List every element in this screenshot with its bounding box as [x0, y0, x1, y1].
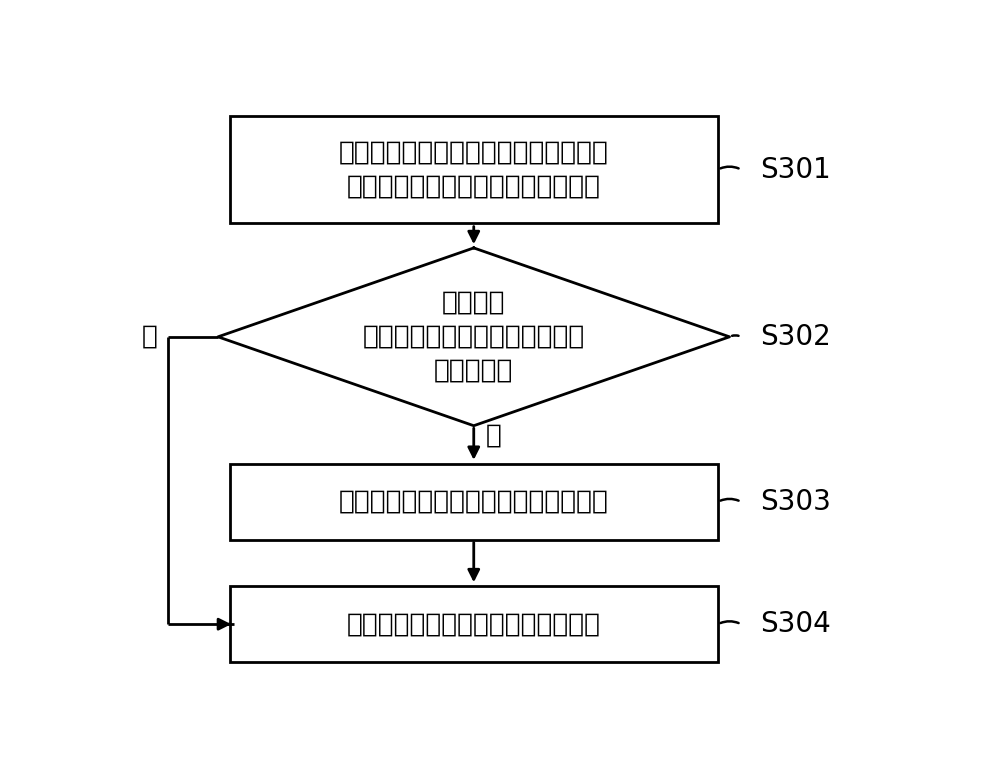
Text: S303: S303	[761, 488, 831, 516]
Text: 智能门锁确定第一校验信息未通过校验: 智能门锁确定第一校验信息未通过校验	[339, 489, 609, 515]
Text: S302: S302	[761, 322, 831, 350]
FancyBboxPatch shape	[230, 586, 718, 662]
Text: 是: 是	[142, 324, 158, 350]
Text: S304: S304	[761, 610, 831, 638]
Text: 智能门锁根据操作码、智能门锁的设备
密钥以及当前时间生成第二校验信息: 智能门锁根据操作码、智能门锁的设备 密钥以及当前时间生成第二校验信息	[339, 139, 609, 200]
Text: 智能门锁
判断第一校验信息与第二校验信
息是否一致: 智能门锁 判断第一校验信息与第二校验信 息是否一致	[363, 290, 585, 384]
FancyBboxPatch shape	[230, 116, 718, 223]
Text: S301: S301	[761, 155, 831, 183]
Text: 智能门锁确定第一校验信息通过校验: 智能门锁确定第一校验信息通过校验	[347, 611, 601, 637]
Polygon shape	[218, 248, 730, 425]
FancyBboxPatch shape	[230, 464, 718, 540]
Text: 否: 否	[485, 423, 501, 449]
